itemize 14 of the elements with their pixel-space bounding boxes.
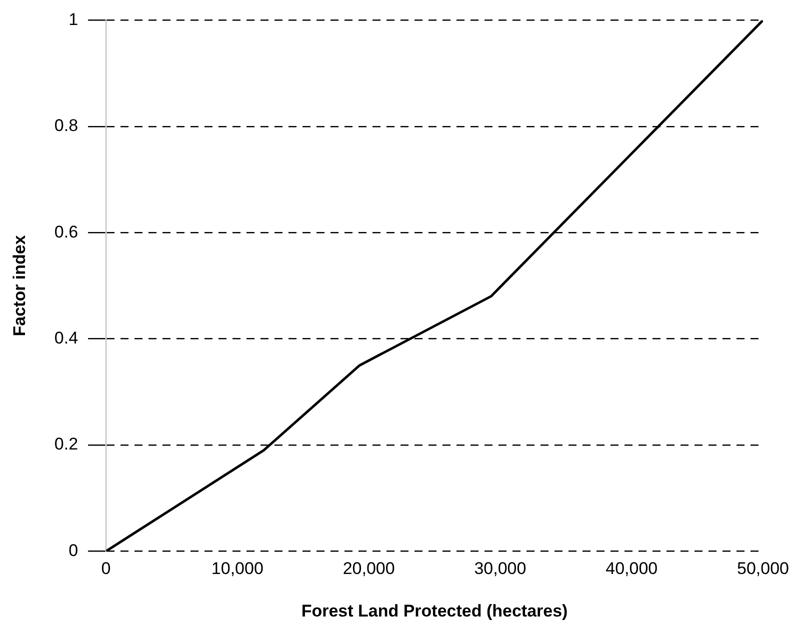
y-tick-label: 1 <box>68 10 78 29</box>
x-tick-label: 0 <box>101 559 111 578</box>
x-tick-label: 20,000 <box>342 559 395 578</box>
x-axis-title: Forest Land Protected (hectares) <box>301 601 568 620</box>
x-tick-label: 40,000 <box>606 559 658 578</box>
y-axis-title: Factor index <box>10 234 29 336</box>
y-tick-label: 0.6 <box>54 222 78 242</box>
y-tick-label: 0 <box>68 540 78 560</box>
y-tick-label: 0.8 <box>54 116 78 136</box>
x-tick-label: 30,000 <box>474 559 526 578</box>
y-tick-label: 0.2 <box>54 434 78 454</box>
x-tick-label: 50,000 <box>737 559 789 578</box>
x-tick-label: 10,000 <box>211 559 264 578</box>
y-tick-label: 0.4 <box>54 328 78 348</box>
